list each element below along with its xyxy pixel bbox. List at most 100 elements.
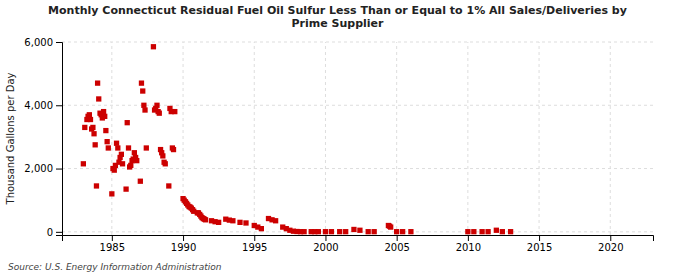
tick: 2000	[313, 235, 338, 253]
tick: 6,000	[24, 37, 62, 48]
point	[316, 229, 321, 234]
grid-line	[467, 42, 468, 235]
grid-line	[111, 42, 112, 235]
point	[81, 161, 86, 166]
grid-line	[539, 42, 540, 235]
point	[408, 229, 413, 234]
point	[101, 109, 106, 114]
point	[154, 103, 159, 108]
point	[508, 229, 513, 234]
tick-label: 0	[47, 227, 53, 238]
tick: 2010	[456, 235, 481, 253]
tick-label: 6,000	[24, 37, 53, 48]
point	[88, 117, 93, 122]
point	[157, 111, 162, 116]
title: Monthly Connecticut Residual Fuel Oil Su…	[48, 4, 627, 30]
x-axis: 1985 1990 1995 2000 2005 2010 2015 2020	[63, 235, 654, 253]
title-line: Monthly Connecticut Residual Fuel Oil Su…	[48, 4, 627, 17]
tick-label: 1985	[100, 242, 125, 253]
point	[109, 191, 114, 196]
title-line: Prime Supplier	[292, 17, 385, 30]
point	[103, 128, 108, 133]
point	[301, 229, 306, 234]
point	[171, 147, 176, 152]
tick-label: 2010	[456, 242, 481, 253]
point	[394, 229, 399, 234]
point	[82, 125, 87, 130]
point	[102, 114, 107, 119]
point	[243, 220, 248, 225]
point	[104, 139, 109, 144]
y-axis: 0 2,000 4,000 6,000	[24, 37, 62, 238]
grid-line	[183, 42, 184, 235]
tick-mark	[56, 105, 62, 106]
point	[114, 141, 119, 146]
tick: 2005	[384, 235, 409, 253]
point	[144, 145, 149, 150]
point	[343, 229, 348, 234]
point	[259, 226, 264, 231]
grid-line	[62, 42, 653, 43]
point	[163, 161, 168, 166]
point	[138, 179, 143, 184]
tick-label: 4,000	[24, 100, 53, 111]
point	[166, 183, 171, 188]
point	[388, 224, 393, 229]
point	[123, 186, 128, 191]
point	[479, 229, 484, 234]
tick-label: 1995	[242, 242, 267, 253]
tick-mark	[183, 235, 184, 241]
point	[485, 229, 490, 234]
point	[125, 120, 130, 125]
point	[357, 228, 362, 233]
chart: 1985 1990 1995 2000 2005 2010 2015 2020 0 2,000 4,…	[0, 0, 675, 275]
tick-label: 1990	[171, 242, 196, 253]
tick-label: 2015	[527, 242, 552, 253]
point	[91, 131, 96, 136]
tick-mark	[56, 42, 62, 43]
point	[151, 44, 156, 49]
tick-mark	[397, 235, 398, 241]
point	[230, 218, 235, 223]
point	[216, 220, 221, 225]
point	[465, 229, 470, 234]
point	[203, 217, 208, 222]
grid-line	[396, 42, 397, 235]
source: Source: U.S. Energy Information Administ…	[8, 262, 222, 272]
tick-label: 2005	[384, 242, 409, 253]
point	[128, 163, 133, 168]
tick-label: 2,000	[24, 163, 53, 174]
point	[134, 158, 139, 163]
tick: 2,000	[24, 163, 62, 174]
axis-line	[63, 236, 654, 242]
point	[112, 167, 117, 172]
point	[237, 220, 242, 225]
grid-line	[610, 42, 611, 235]
tick-label: 2020	[598, 242, 623, 253]
point	[106, 145, 111, 150]
point	[400, 229, 405, 234]
tick-mark	[325, 235, 326, 241]
tick-mark	[56, 232, 62, 233]
point	[140, 88, 145, 93]
grid	[62, 42, 653, 235]
tick: 1995	[242, 235, 267, 253]
point	[323, 229, 328, 234]
grid-line	[62, 105, 653, 106]
points	[81, 44, 514, 234]
axis-line	[56, 43, 63, 236]
tick-label: 2000	[313, 242, 338, 253]
tick: 1985	[100, 235, 125, 253]
point	[141, 103, 146, 108]
tick-mark	[254, 235, 255, 241]
point	[494, 228, 499, 233]
point	[115, 145, 120, 150]
grid-line	[62, 168, 653, 169]
point	[126, 145, 131, 150]
tick: 0	[47, 227, 62, 238]
point	[500, 229, 505, 234]
point	[93, 142, 98, 147]
point	[160, 153, 165, 158]
grid-line	[325, 42, 326, 235]
point	[119, 152, 124, 157]
